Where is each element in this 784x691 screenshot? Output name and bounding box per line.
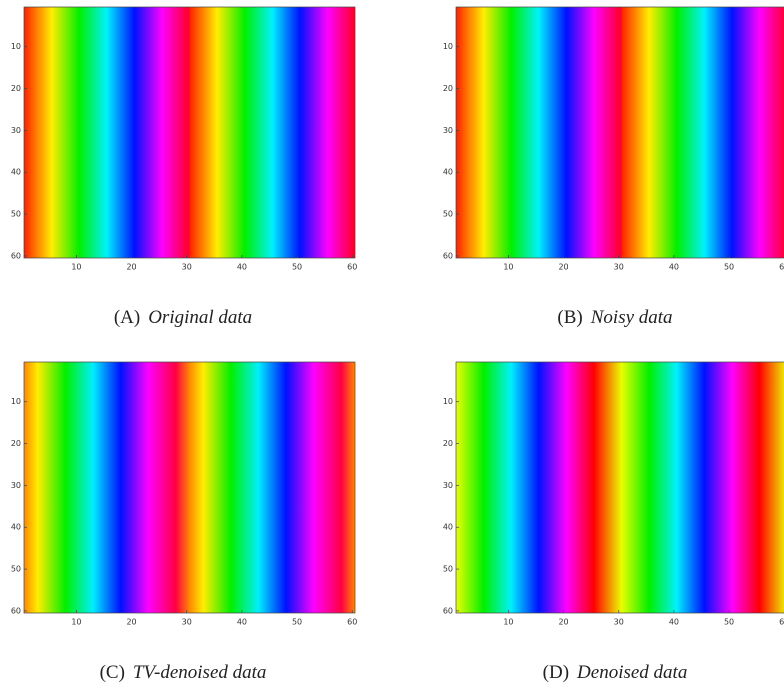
x-tick-label: 10 (503, 618, 513, 627)
y-tick-label: 20 (443, 439, 453, 448)
caption-title: Noisy data (590, 307, 673, 328)
panel: 10 20 30 40 50 60 10 20 30 40 50 60 (B) Noisy data (443, 6, 784, 328)
y-tick-label: 10 (443, 397, 453, 406)
y-tick-label: 10 (11, 397, 21, 406)
y-tick-label: 10 (11, 42, 21, 51)
y-tick-label: 50 (11, 565, 21, 574)
y-tick-label: 40 (443, 168, 453, 177)
y-tick-label: 60 (443, 606, 453, 615)
x-tick-label: 20 (558, 263, 568, 272)
y-tick-label: 40 (443, 523, 453, 532)
panel: 10 20 30 40 50 60 10 20 30 40 50 60 (A) Original data (11, 6, 357, 328)
axes-frame (455, 361, 784, 614)
axes-frame (23, 6, 356, 259)
caption: (D) Denoised data (543, 662, 688, 683)
x-tick-label: 40 (669, 618, 679, 627)
x-tick-label: 60 (779, 263, 784, 272)
heatmap-image (456, 7, 784, 258)
heatmap-image (456, 362, 784, 613)
x-tick-label: 10 (71, 263, 81, 272)
x-tick-label: 10 (71, 618, 81, 627)
heatmap-image (24, 362, 355, 613)
y-tick-label: 50 (443, 210, 453, 219)
x-tick-label: 60 (779, 618, 784, 627)
axes-frame (23, 361, 356, 614)
y-tick-label: 20 (11, 84, 21, 93)
panel: 10 20 30 40 50 60 10 20 30 40 50 60 (C) TV-denoised d… (11, 361, 357, 683)
y-tick-label: 20 (11, 439, 21, 448)
y-tick-label: 30 (443, 126, 453, 135)
caption: (C) TV-denoised data (100, 662, 267, 683)
y-tick-label: 50 (11, 210, 21, 219)
y-tick-label: 40 (11, 523, 21, 532)
x-tick-label: 40 (669, 263, 679, 272)
x-tick-label: 20 (126, 618, 136, 627)
y-tick-label: 30 (11, 481, 21, 490)
y-tick-label: 40 (11, 168, 21, 177)
caption-title: TV-denoised data (133, 662, 267, 683)
x-tick-label: 10 (503, 263, 513, 272)
x-tick-label: 60 (347, 263, 357, 272)
x-tick-label: 60 (347, 618, 357, 627)
x-tick-label: 50 (292, 618, 302, 627)
x-tick-label: 40 (237, 618, 247, 627)
x-tick-label: 30 (614, 618, 624, 627)
caption-label: (A) (114, 307, 140, 328)
x-tick-label: 50 (724, 263, 734, 272)
x-tick-label: 20 (126, 263, 136, 272)
x-tick-label: 30 (182, 263, 192, 272)
x-tick-label: 50 (724, 618, 734, 627)
caption: (A) Original data (114, 307, 252, 328)
y-tick-label: 60 (443, 251, 453, 260)
y-tick-label: 60 (11, 251, 21, 260)
caption-title: Original data (148, 307, 252, 328)
y-tick-label: 20 (443, 84, 453, 93)
caption-label: (B) (557, 307, 582, 328)
heatmap-image (24, 7, 355, 258)
x-tick-label: 50 (292, 263, 302, 272)
y-tick-label: 30 (443, 481, 453, 490)
y-tick-label: 60 (11, 606, 21, 615)
y-tick-label: 50 (443, 565, 453, 574)
x-tick-label: 30 (614, 263, 624, 272)
y-tick-label: 30 (11, 126, 21, 135)
caption-title: Denoised data (576, 662, 687, 683)
caption-label: (C) (100, 662, 125, 683)
caption-label: (D) (543, 662, 569, 683)
x-tick-label: 20 (558, 618, 568, 627)
y-tick-label: 10 (443, 42, 453, 51)
caption: (B) Noisy data (557, 307, 672, 328)
x-tick-label: 30 (182, 618, 192, 627)
x-tick-label: 40 (237, 263, 247, 272)
panel: 10 20 30 40 50 60 10 20 30 40 50 60 (D) Denoised data (443, 361, 784, 683)
axes-frame (455, 6, 784, 259)
